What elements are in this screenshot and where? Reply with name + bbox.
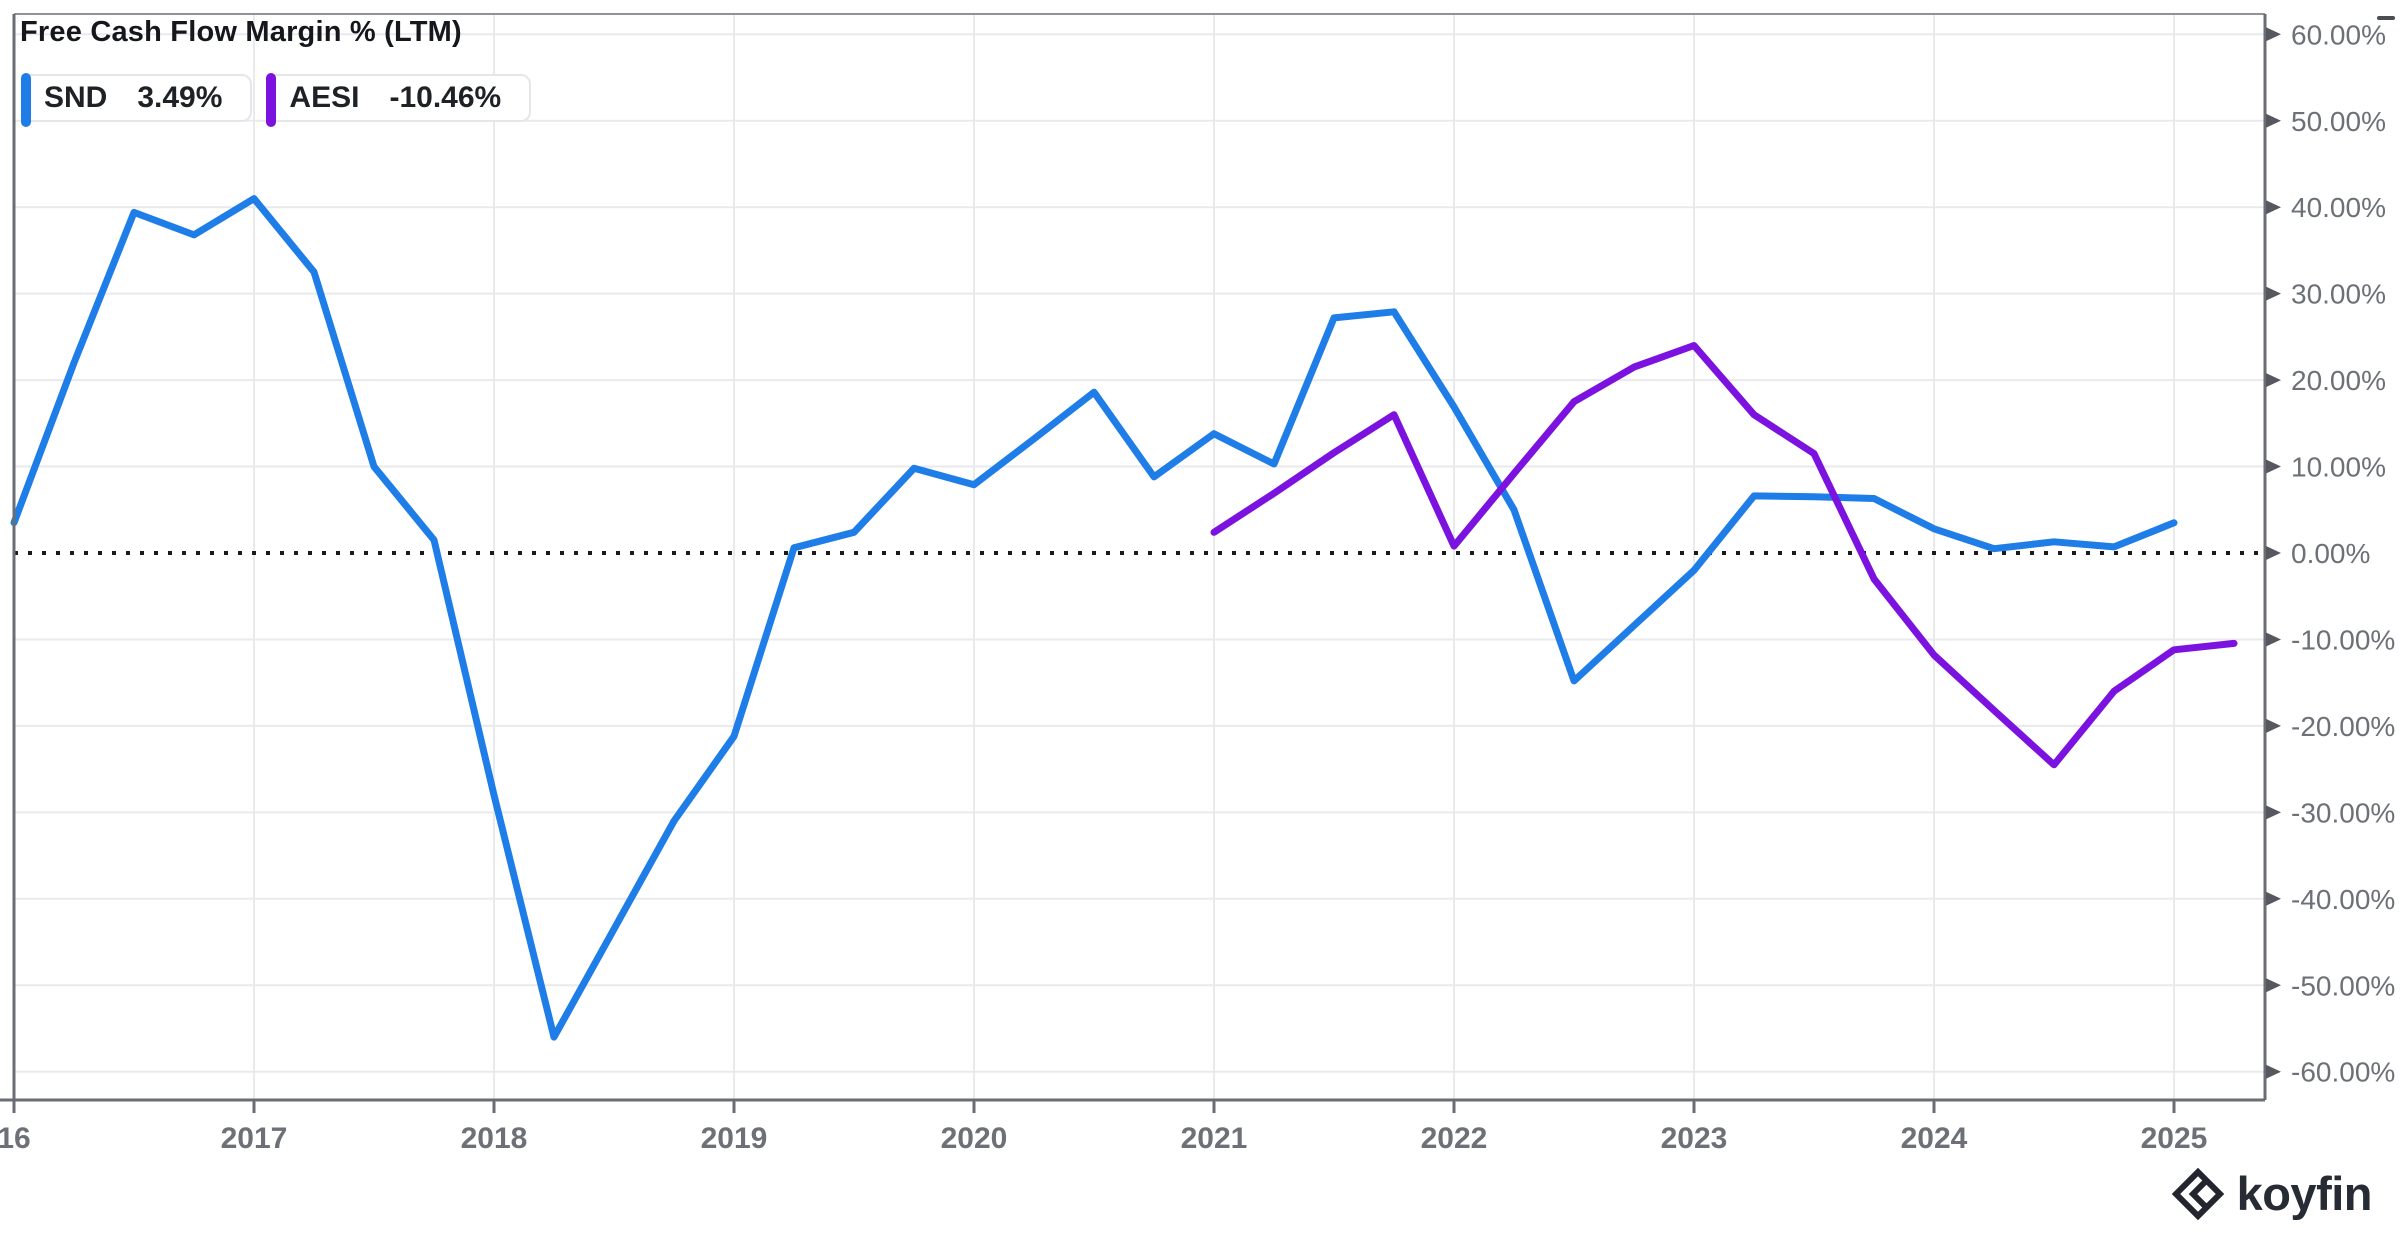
svg-text:2025: 2025	[2141, 1122, 2208, 1155]
koyfin-wordmark: koyfin	[2236, 1167, 2373, 1220]
svg-text:50.00%: 50.00%	[2291, 106, 2386, 137]
svg-text:2017: 2017	[221, 1122, 288, 1155]
svg-text:10.00%: 10.00%	[2291, 452, 2386, 483]
legend-item-aesi[interactable]: AESI -10.46%	[266, 73, 532, 127]
svg-text:-20.00%: -20.00%	[2291, 711, 2395, 742]
aesi-value: -10.46%	[389, 81, 502, 114]
svg-text:2019: 2019	[701, 1122, 768, 1155]
snd-color-bar-icon	[21, 73, 31, 127]
svg-text:40.00%: 40.00%	[2291, 192, 2386, 223]
svg-text:2022: 2022	[1421, 1122, 1488, 1155]
aesi-color-bar-icon	[266, 73, 277, 127]
svg-text:-50.00%: -50.00%	[2291, 970, 2395, 1001]
svg-text:2021: 2021	[1181, 1122, 1248, 1155]
koyfin-logo-icon	[2171, 1167, 2224, 1220]
chart-title: Free Cash Flow Margin % (LTM)	[20, 16, 462, 48]
svg-text:-40.00%: -40.00%	[2291, 884, 2395, 915]
svg-text:16: 16	[0, 1122, 31, 1155]
svg-text:2024: 2024	[1901, 1122, 1968, 1155]
legend: SND 3.49% AESI -10.46%	[21, 73, 532, 127]
svg-text:2020: 2020	[941, 1122, 1008, 1155]
svg-text:20.00%: 20.00%	[2291, 365, 2386, 396]
svg-text:-60.00%: -60.00%	[2291, 1057, 2395, 1088]
svg-text:-10.00%: -10.00%	[2291, 624, 2395, 655]
koyfin-watermark[interactable]: koyfin	[2171, 1166, 2373, 1221]
svg-text:2018: 2018	[461, 1122, 528, 1155]
svg-text:-30.00%: -30.00%	[2291, 797, 2395, 828]
svg-text:60.00%: 60.00%	[2291, 19, 2386, 50]
aesi-ticker: AESI	[289, 81, 360, 114]
svg-text:2023: 2023	[1661, 1122, 1728, 1155]
snd-value: 3.49%	[137, 81, 223, 114]
svg-text:30.00%: 30.00%	[2291, 279, 2386, 310]
legend-item-snd[interactable]: SND 3.49%	[21, 73, 253, 127]
svg-text:0.00%: 0.00%	[2291, 538, 2370, 569]
snd-ticker: SND	[44, 81, 108, 114]
